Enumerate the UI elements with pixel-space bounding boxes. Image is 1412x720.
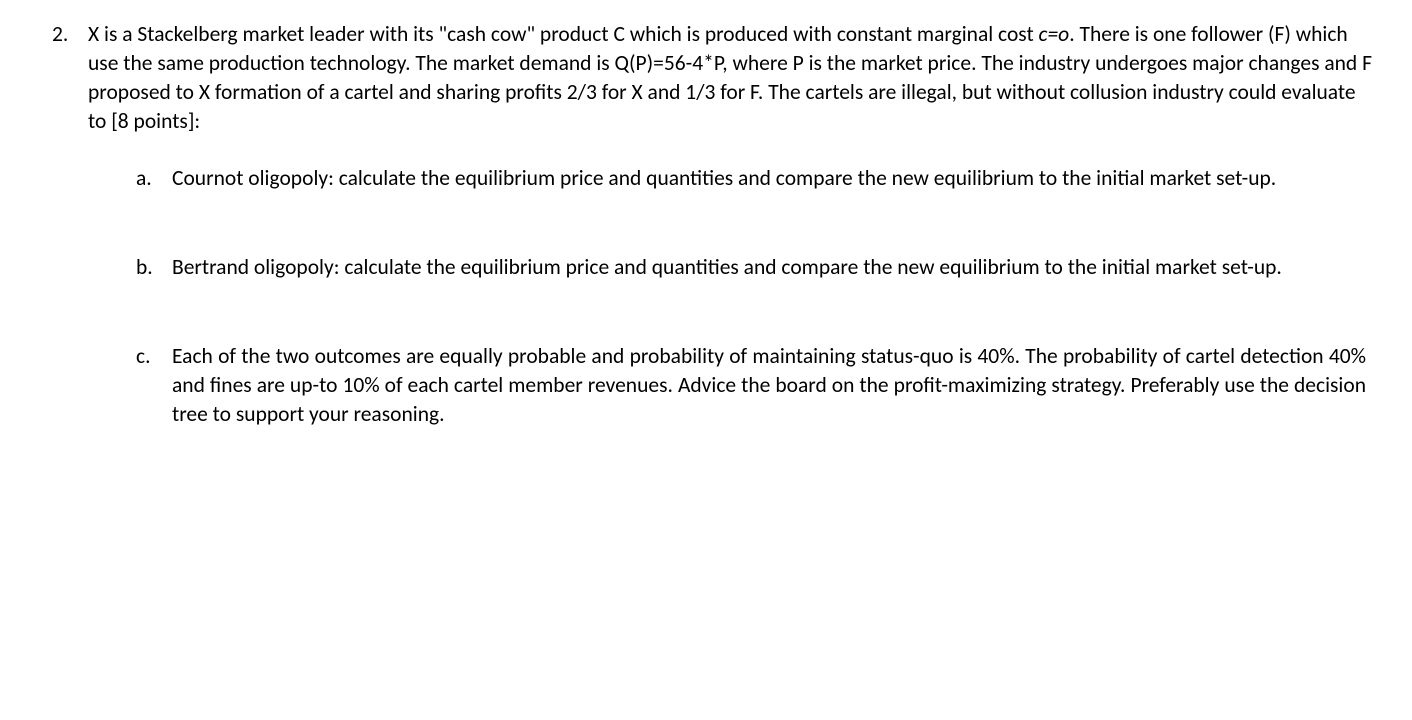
question-number: 2. <box>40 20 88 429</box>
question-content: X is a Stackelberg market leader with it… <box>88 20 1372 429</box>
sub-part-text: Each of the two outcomes are equally pro… <box>172 342 1372 429</box>
sub-part-a: a. Cournot oligopoly: calculate the equi… <box>130 164 1372 193</box>
sub-parts-list: a. Cournot oligopoly: calculate the equi… <box>88 164 1372 429</box>
sub-part-letter: b. <box>130 253 172 282</box>
sub-part-text: Bertrand oligopoly: calculate the equili… <box>172 253 1372 282</box>
sub-part-c: c. Each of the two outcomes are equally … <box>130 342 1372 429</box>
question-italic-var: c=o <box>1039 21 1070 47</box>
sub-part-text: Cournot oligopoly: calculate the equilib… <box>172 164 1372 193</box>
question-lead: X is a Stackelberg market leader with it… <box>88 21 1039 47</box>
question-text: X is a Stackelberg market leader with it… <box>88 20 1372 136</box>
sub-part-letter: c. <box>130 342 172 429</box>
question-block: 2. X is a Stackelberg market leader with… <box>40 20 1372 429</box>
sub-part-letter: a. <box>130 164 172 193</box>
sub-part-b: b. Bertrand oligopoly: calculate the equ… <box>130 253 1372 282</box>
